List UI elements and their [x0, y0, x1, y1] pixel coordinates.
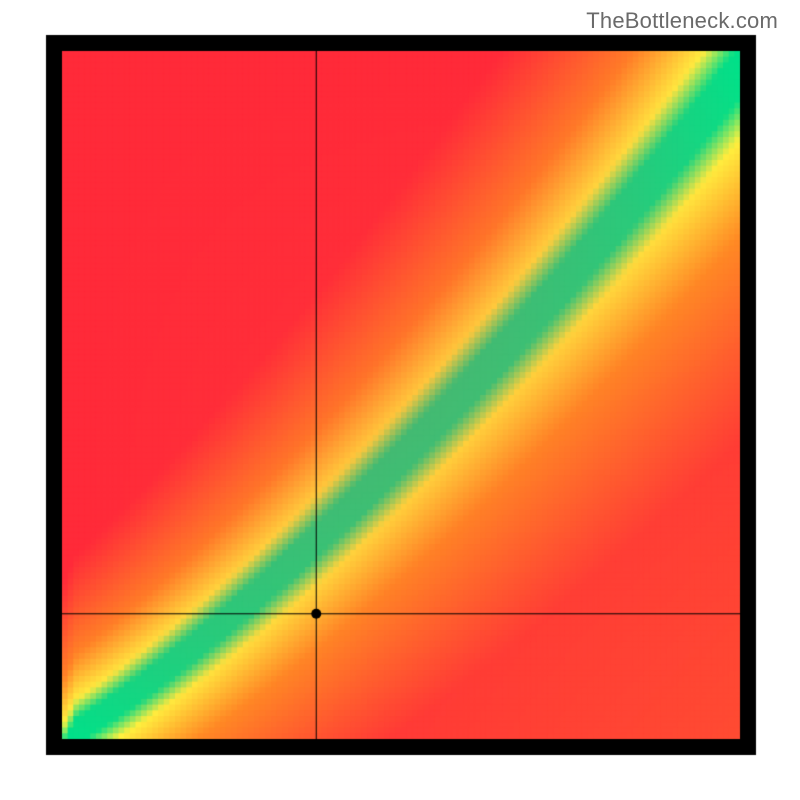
watermark-text: TheBottleneck.com — [586, 8, 778, 34]
heatmap-canvas — [0, 0, 800, 800]
chart-container: TheBottleneck.com — [0, 0, 800, 800]
